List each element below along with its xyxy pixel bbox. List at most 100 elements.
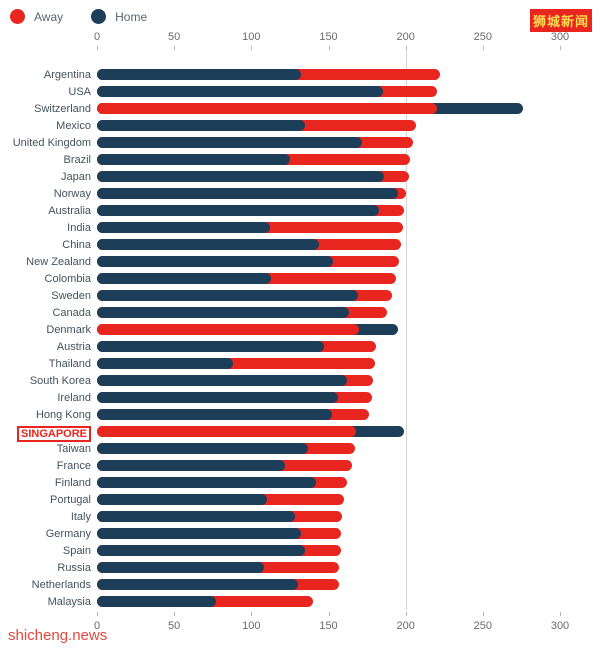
- bar-track: [97, 508, 560, 525]
- top-tick-mark: [97, 46, 98, 50]
- bar-track: [97, 321, 560, 338]
- chart-row: Hong Kong: [0, 406, 600, 423]
- bar-home: [97, 460, 286, 471]
- country-label-text: Japan: [61, 171, 91, 183]
- bar-away: [97, 358, 375, 369]
- chart-row: Russia: [0, 559, 600, 576]
- country-label: India: [0, 222, 91, 234]
- country-label: USA: [0, 86, 91, 98]
- chart-row: Argentina: [0, 66, 600, 83]
- country-label: Netherlands: [0, 579, 91, 591]
- bar-home: [97, 239, 320, 250]
- bar-home: [97, 188, 398, 199]
- top-tick-mark: [560, 46, 561, 50]
- bar-track: [97, 185, 560, 202]
- chart-row: Thailand: [0, 355, 600, 372]
- country-label-text: Sweden: [51, 290, 91, 302]
- country-label: Austria: [0, 341, 91, 353]
- country-label-text: Portugal: [50, 494, 91, 506]
- country-label: Australia: [0, 205, 91, 217]
- country-label: Sweden: [0, 290, 91, 302]
- bar-track: [97, 219, 560, 236]
- country-label-text: Brazil: [63, 154, 91, 166]
- chart-row: Switzerland: [0, 100, 600, 117]
- bar-track: [97, 593, 560, 610]
- country-label-text: Ireland: [57, 392, 91, 404]
- top-tick-mark: [482, 46, 484, 50]
- top-tick-label: 100: [242, 31, 261, 43]
- top-tick-label: 200: [396, 31, 415, 43]
- bar-track: [97, 117, 560, 134]
- bar-home: [97, 69, 301, 80]
- top-tick-mark: [405, 46, 407, 50]
- country-label-text: Denmark: [46, 324, 91, 336]
- bar-track: [97, 151, 560, 168]
- country-label: Hong Kong: [0, 409, 91, 421]
- bar-home: [97, 256, 334, 267]
- chart-row: Japan: [0, 168, 600, 185]
- country-label-text: Hong Kong: [35, 409, 91, 421]
- country-label-text: Colombia: [44, 273, 91, 285]
- bar-home: [97, 579, 298, 590]
- country-label-text: Canada: [52, 307, 91, 319]
- country-label: Taiwan: [0, 443, 91, 455]
- bar-track: [97, 423, 560, 440]
- country-label: South Korea: [0, 375, 91, 387]
- country-label-text: Norway: [53, 188, 91, 200]
- country-label-text: Taiwan: [56, 443, 91, 455]
- top-tick-mark: [174, 46, 176, 50]
- country-label: SINGAPORE: [0, 426, 91, 442]
- bottom-tick-mark: [405, 612, 407, 616]
- legend-item-home: Home: [91, 9, 147, 24]
- bar-home: [97, 307, 349, 318]
- chart-rows: Argentina USA Switzerland Mexico United King…: [0, 66, 600, 610]
- chart-row: Taiwan: [0, 440, 600, 457]
- country-label-text: South Korea: [29, 375, 91, 387]
- bar-home: [97, 86, 383, 97]
- bar-track: [97, 253, 560, 270]
- chart-row: Portugal: [0, 491, 600, 508]
- chart-row: France: [0, 457, 600, 474]
- chart-row: SINGAPORE: [0, 423, 600, 442]
- country-label-text: Italy: [70, 511, 91, 523]
- bottom-tick-mark: [560, 612, 561, 616]
- bar-track: [97, 66, 560, 83]
- bar-track: [97, 100, 560, 117]
- country-label: Malaysia: [0, 596, 91, 608]
- bar-track: [97, 134, 560, 151]
- legend-label-away: Away: [34, 9, 64, 24]
- chart-row: Finland: [0, 474, 600, 491]
- chart-row: Australia: [0, 202, 600, 219]
- chart-row: Sweden: [0, 287, 600, 304]
- bar-home: [97, 477, 317, 488]
- chart-row: Canada: [0, 304, 600, 321]
- bottom-tick-label: 300: [550, 620, 570, 632]
- country-label: Finland: [0, 477, 91, 489]
- bar-track: [97, 491, 560, 508]
- bar-away: [97, 103, 437, 114]
- bar-track: [97, 474, 560, 491]
- bar-track: [97, 389, 560, 406]
- bar-home: [97, 511, 295, 522]
- bar-home: [97, 494, 267, 505]
- home-swatch: [91, 9, 107, 24]
- away-swatch: [10, 9, 25, 24]
- chart-row: Colombia: [0, 270, 600, 287]
- country-label: Portugal: [0, 494, 91, 506]
- bar-track: [97, 542, 560, 559]
- chart-row: USA: [0, 83, 600, 100]
- bar-home: [97, 171, 385, 182]
- chart-row: Austria: [0, 338, 600, 355]
- country-label: Ireland: [0, 392, 91, 404]
- bar-track: [97, 270, 560, 287]
- chart-row: India: [0, 219, 600, 236]
- chart-row: United Kingdom: [0, 134, 600, 151]
- country-label-text: Australia: [48, 205, 91, 217]
- country-label-text: Thailand: [48, 358, 91, 370]
- chart-row: South Korea: [0, 372, 600, 389]
- country-label-text: New Zealand: [26, 256, 91, 268]
- bar-track: [97, 236, 560, 253]
- bottom-tick-label: 150: [319, 620, 338, 632]
- country-label-text: United Kingdom: [12, 137, 91, 149]
- top-tick-mark: [251, 46, 253, 50]
